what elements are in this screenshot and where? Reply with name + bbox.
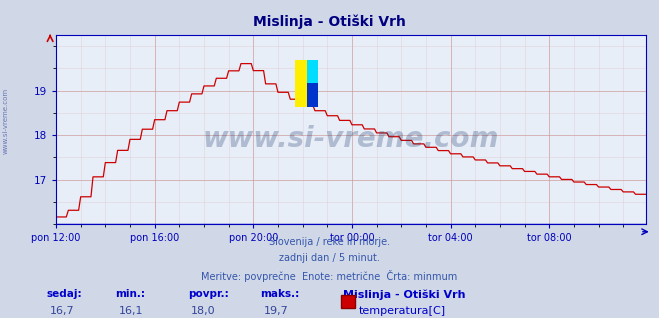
Text: povpr.:: povpr.: <box>188 289 229 299</box>
Text: maks.:: maks.: <box>260 289 300 299</box>
Bar <box>306 83 318 107</box>
Text: 18,0: 18,0 <box>191 306 215 316</box>
Text: Mislinja - Otiški Vrh: Mislinja - Otiški Vrh <box>343 289 465 300</box>
Text: sedaj:: sedaj: <box>46 289 82 299</box>
Text: 16,7: 16,7 <box>49 306 74 316</box>
Bar <box>306 59 318 83</box>
Text: min.:: min.: <box>115 289 146 299</box>
Text: Meritve: povprečne  Enote: metrične  Črta: minmum: Meritve: povprečne Enote: metrične Črta:… <box>202 270 457 282</box>
Bar <box>295 59 306 107</box>
Text: Mislinja - Otiški Vrh: Mislinja - Otiški Vrh <box>253 14 406 29</box>
Text: temperatura[C]: temperatura[C] <box>359 306 446 316</box>
Text: 16,1: 16,1 <box>119 306 143 316</box>
Text: zadnji dan / 5 minut.: zadnji dan / 5 minut. <box>279 253 380 263</box>
Text: www.si-vreme.com: www.si-vreme.com <box>203 125 499 153</box>
Text: Slovenija / reke in morje.: Slovenija / reke in morje. <box>269 237 390 247</box>
Text: www.si-vreme.com: www.si-vreme.com <box>2 88 9 154</box>
Text: 19,7: 19,7 <box>264 306 289 316</box>
